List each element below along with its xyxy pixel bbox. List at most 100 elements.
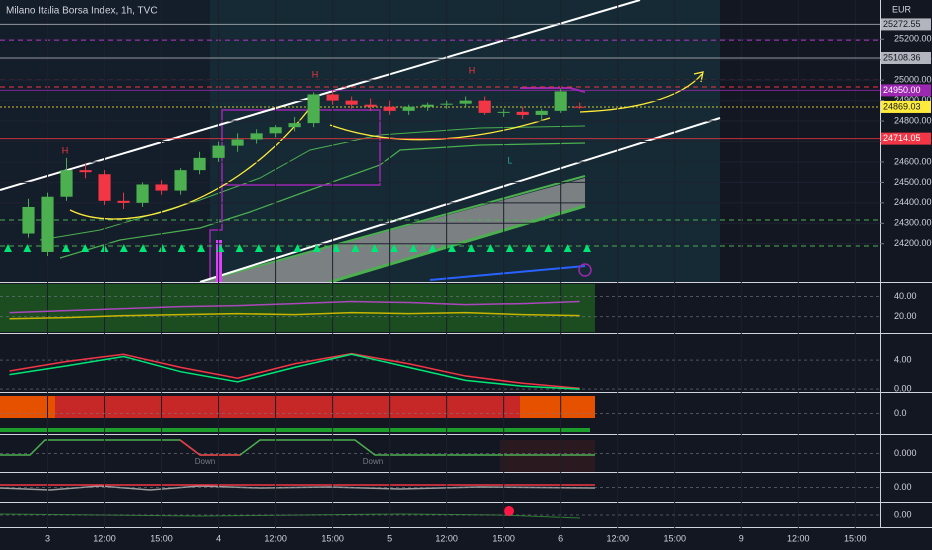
band-line: [39, 125, 586, 241]
y-tick-label: 0.00: [894, 509, 912, 519]
heatmap: [0, 396, 55, 418]
step-line: [179, 439, 240, 456]
y-tick-label: 24800.00: [894, 115, 932, 125]
indicator-line: [9, 353, 580, 390]
y-tick-label: 24600.00: [894, 156, 932, 166]
candle-body: [554, 91, 567, 111]
y-tick-label: 25000.00: [894, 75, 932, 85]
signal-triangle: [351, 244, 360, 252]
candle-body: [307, 94, 320, 124]
annotation: L: [507, 155, 512, 165]
candle-body: [573, 106, 586, 108]
y-tick-label: 24900.00: [894, 95, 932, 105]
indicator-line: [9, 352, 580, 390]
candle-body: [212, 145, 225, 158]
y-tick-label: 0.000: [894, 448, 917, 458]
heatmap: [0, 396, 595, 418]
signal-triangle: [583, 244, 591, 252]
annotation: H: [62, 145, 69, 155]
x-tick-label: 15:00: [150, 533, 173, 543]
x-tick-label: 12:00: [264, 533, 287, 543]
signal-triangle: [81, 244, 90, 252]
price-label: 24950.00: [883, 85, 921, 95]
indicator-line: [9, 300, 580, 314]
price-label: 24714.05: [883, 133, 921, 143]
candle-body: [60, 170, 73, 197]
signal-triangle: [544, 244, 553, 252]
y-tick-label: 24500.00: [894, 177, 932, 187]
x-tick-label: 15:00: [663, 533, 686, 543]
indicator-line: [9, 311, 580, 320]
candle-body: [250, 133, 263, 140]
price-label-box: [881, 18, 931, 31]
arrow: [69, 107, 311, 220]
candle-body: [288, 123, 301, 128]
annotation: Down: [363, 457, 383, 466]
x-tick-label: 15:00: [844, 533, 867, 543]
candle-body: [155, 184, 168, 191]
candle-body: [364, 104, 377, 107]
candle-body: [402, 106, 415, 111]
signal-triangle: [563, 244, 572, 252]
candle-body: [174, 170, 187, 191]
signal-triangle: [119, 244, 128, 252]
y-tick-label: 24300.00: [894, 218, 932, 228]
x-tick-label: 15:00: [492, 533, 515, 543]
signal-triangle: [332, 244, 341, 252]
x-tick-label: 9: [739, 533, 744, 543]
y-tick-label: 0.00: [894, 482, 912, 492]
x-tick-label: 12:00: [606, 533, 629, 543]
candle-body: [326, 94, 339, 101]
channel-line: [0, 0, 641, 191]
arrow: [579, 71, 704, 113]
signal-triangle: [4, 244, 12, 252]
y-tick-label: 0.0: [894, 408, 907, 418]
band-line: [199, 175, 586, 283]
y-tick-label: 25200.00: [894, 34, 932, 44]
candle-body: [478, 100, 491, 113]
pane-shade: [500, 440, 595, 472]
candle-body: [345, 100, 358, 105]
candle-body: [41, 196, 54, 252]
bar-strip: [0, 428, 590, 432]
signal-triangle: [274, 244, 283, 252]
y-tick-label: 20.00: [894, 311, 917, 321]
x-tick-label: 5: [387, 533, 392, 543]
blue-line: [429, 265, 586, 281]
signal-triangle: [254, 244, 263, 252]
candle-body: [421, 104, 434, 107]
signal-triangle: [428, 244, 437, 252]
candle-body: [136, 184, 149, 203]
price-label: 25108.36: [883, 52, 921, 62]
signal-triangle: [525, 244, 534, 252]
price-label-box: [881, 84, 931, 97]
heatmap: [520, 396, 595, 418]
chart-title: Milano Italia Borsa Index, 1h, TVC: [6, 6, 158, 17]
signal-triangle: [177, 244, 186, 252]
step-line: [209, 109, 381, 280]
x-tick-label: 12:00: [787, 533, 810, 543]
y-tick-label: 0.00: [894, 383, 912, 393]
signal-triangle: [467, 244, 476, 252]
candle-body: [516, 111, 529, 115]
signal-triangle: [312, 244, 321, 252]
signal-triangle: [139, 244, 148, 252]
currency: EUR: [892, 4, 912, 14]
candle-body: [231, 139, 244, 146]
x-tick-label: 12:00: [435, 533, 458, 543]
signal-triangle: [370, 244, 379, 252]
annotation: H: [312, 69, 319, 79]
signal-triangle: [447, 244, 456, 252]
y-tick-label: 24400.00: [894, 197, 932, 207]
annotation: Down: [195, 457, 215, 466]
candle-body: [383, 106, 396, 111]
candle-body: [22, 206, 35, 234]
candle-body: [535, 110, 548, 115]
candle-body: [79, 170, 92, 173]
candle-body: [459, 100, 472, 104]
x-tick-label: 15:00: [321, 533, 344, 543]
signal-triangle: [23, 244, 32, 252]
band-line: [59, 142, 586, 259]
